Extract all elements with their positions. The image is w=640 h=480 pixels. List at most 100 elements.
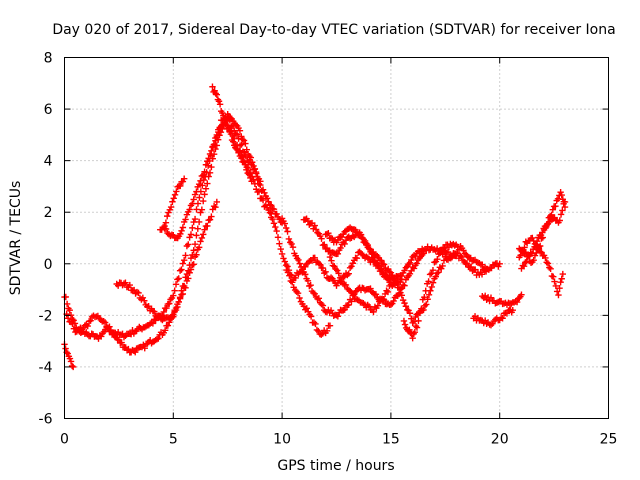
- data-point: [401, 321, 409, 328]
- data-point: [206, 169, 214, 177]
- data-point: [321, 269, 328, 277]
- data-point: [478, 271, 486, 278]
- data-point: [364, 241, 371, 249]
- data-point: [206, 150, 214, 158]
- axis-ticks: [64, 57, 609, 419]
- data-point: [223, 117, 230, 125]
- data-point: [374, 302, 382, 309]
- data-point: [337, 244, 344, 252]
- data-point: [483, 265, 490, 273]
- data-point: [208, 213, 215, 220]
- data-point: [243, 166, 250, 174]
- data-point: [164, 322, 172, 329]
- data-point: [533, 238, 541, 245]
- data-point: [248, 161, 255, 168]
- data-point: [135, 289, 142, 297]
- data-point: [187, 254, 195, 262]
- data-point: [177, 230, 184, 238]
- data-point: [364, 254, 371, 261]
- data-point: [195, 218, 203, 226]
- data-point: [435, 269, 442, 276]
- data-point: [280, 255, 287, 262]
- data-point: [406, 270, 414, 277]
- y-tick-label: 0: [44, 257, 53, 273]
- data-point: [549, 206, 556, 213]
- data-point: [560, 198, 568, 205]
- data-point: [182, 252, 189, 259]
- data-point: [518, 291, 525, 298]
- data-point: [62, 345, 69, 352]
- data-point: [242, 152, 250, 160]
- data-point: [336, 274, 344, 281]
- data-point: [252, 168, 260, 176]
- data-point: [284, 228, 291, 235]
- data-point: [194, 225, 201, 232]
- data-point: [428, 270, 435, 277]
- data-point: [322, 268, 329, 276]
- data-point: [182, 284, 189, 291]
- data-point: [411, 328, 419, 336]
- data-point: [546, 212, 554, 220]
- data-point: [425, 291, 433, 299]
- data-point: [310, 289, 317, 297]
- data-point: [319, 264, 327, 272]
- series-track-i: [278, 215, 427, 320]
- data-point: [179, 290, 187, 298]
- data-point: [457, 252, 464, 259]
- data-point: [178, 227, 185, 235]
- data-point: [200, 171, 207, 179]
- data-point: [556, 217, 563, 224]
- data-point: [204, 180, 211, 187]
- data-point: [225, 124, 232, 131]
- plot-frame: [64, 57, 609, 419]
- data-point: [441, 245, 448, 252]
- data-point: [452, 250, 460, 258]
- data-point: [198, 206, 206, 213]
- data-point: [553, 288, 561, 295]
- data-point: [319, 302, 327, 309]
- data-point: [522, 259, 529, 266]
- data-point: [197, 238, 204, 245]
- series-track-k: [322, 224, 503, 327]
- data-point: [175, 298, 182, 306]
- data-point: [174, 276, 181, 283]
- data-point: [281, 258, 289, 265]
- data-point: [233, 131, 241, 138]
- grid: [64, 57, 609, 419]
- data-point: [202, 185, 210, 192]
- data-point: [558, 275, 565, 282]
- data-point: [167, 203, 175, 211]
- data-point: [294, 289, 302, 297]
- data-point: [297, 263, 305, 271]
- data-point: [166, 300, 173, 307]
- series-track-r: [516, 245, 567, 299]
- series-track-s: [518, 188, 569, 272]
- y-tick-label: -6: [39, 412, 53, 428]
- data-point: [334, 313, 342, 320]
- data-point: [160, 308, 167, 316]
- data-point: [199, 182, 206, 189]
- data-point: [303, 305, 310, 312]
- data-point: [170, 292, 177, 299]
- data-point: [241, 161, 249, 168]
- data-point: [380, 261, 388, 268]
- data-point: [212, 203, 219, 211]
- data-point: [321, 241, 328, 248]
- data-point: [193, 232, 200, 239]
- data-point: [195, 244, 203, 251]
- data-point: [429, 267, 437, 274]
- data-point: [164, 212, 171, 220]
- data-point: [312, 320, 319, 328]
- data-point: [528, 250, 536, 257]
- data-point: [542, 254, 549, 262]
- x-tick-label: 25: [600, 432, 618, 448]
- data-point: [155, 335, 162, 342]
- data-point: [185, 241, 192, 248]
- series-track-p: [479, 291, 525, 308]
- data-point: [406, 310, 414, 317]
- data-point: [200, 231, 207, 238]
- data-point: [546, 264, 553, 271]
- data-point: [201, 226, 208, 233]
- data-point: [342, 281, 350, 289]
- data-point: [273, 227, 280, 235]
